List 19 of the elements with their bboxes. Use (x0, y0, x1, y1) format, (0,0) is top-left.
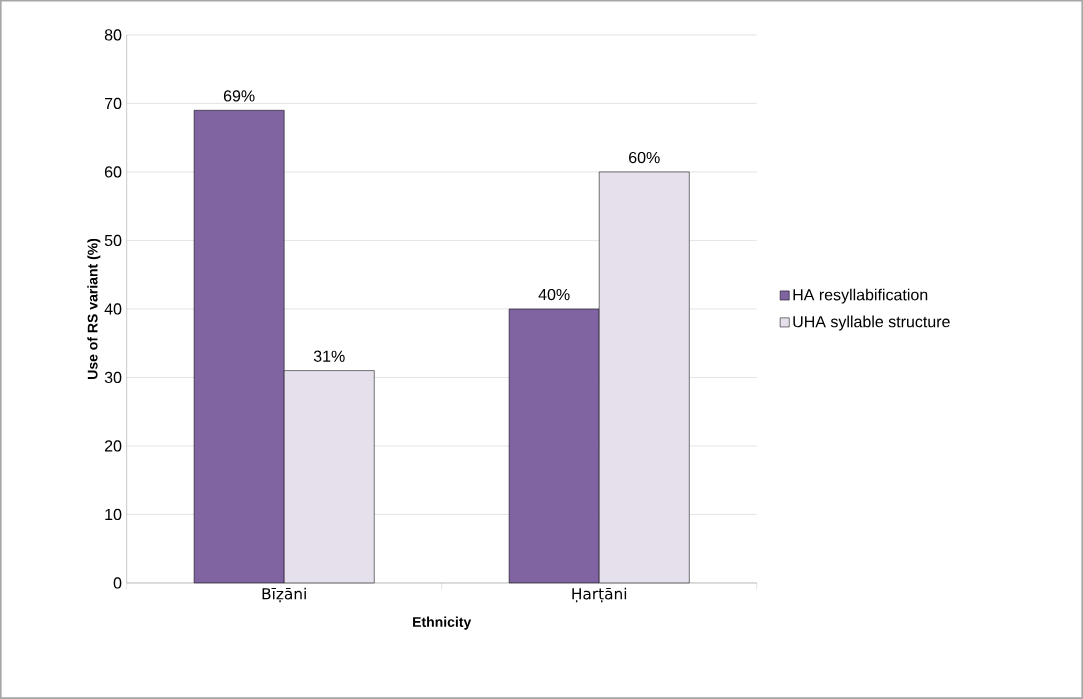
y-tick-label: 20 (104, 440, 122, 452)
y-tick-label: 70 (104, 97, 122, 110)
data-label: 69% (223, 90, 255, 102)
legend-label: UHA syllable structure (793, 315, 950, 331)
y-tick-label: 60 (104, 166, 122, 178)
x-axis-title: Ethnicity (413, 616, 472, 630)
y-axis-title: Use of RS variant (%) (87, 238, 101, 379)
y-tick-label: 40 (104, 303, 122, 315)
data-label: 60% (629, 151, 660, 164)
legend-label: HA resyllabification (793, 288, 928, 304)
y-tick-label: 0 (113, 577, 122, 589)
data-label: 40% (538, 288, 570, 301)
y-tick-label: 80 (104, 29, 122, 41)
data-label: 31% (313, 350, 345, 362)
x-tick-label: Bīẓāni (262, 587, 306, 603)
x-tick-label: Ḥarṭāni (572, 587, 627, 603)
y-tick-label: 50 (104, 234, 122, 247)
y-tick-label: 10 (105, 508, 122, 521)
y-tick-label: 30 (104, 371, 122, 384)
